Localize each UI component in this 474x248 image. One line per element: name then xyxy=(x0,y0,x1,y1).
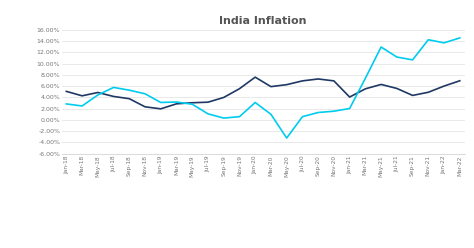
India CPI xyxy=(237,87,242,90)
India WPI xyxy=(410,58,415,61)
India WPI xyxy=(394,56,400,59)
India WPI xyxy=(190,103,195,106)
India CPI xyxy=(221,96,227,99)
India WPI xyxy=(378,46,384,49)
Title: India Inflation: India Inflation xyxy=(219,16,307,26)
India CPI xyxy=(64,90,69,93)
India CPI xyxy=(300,79,305,82)
India WPI xyxy=(64,102,69,105)
India CPI xyxy=(173,102,179,105)
India WPI xyxy=(315,111,321,114)
India CPI xyxy=(111,95,117,98)
India WPI xyxy=(426,38,431,41)
India WPI xyxy=(300,115,305,118)
India WPI xyxy=(221,117,227,120)
India WPI xyxy=(268,113,274,116)
India WPI xyxy=(284,137,290,140)
Line: India WPI: India WPI xyxy=(66,38,460,138)
India WPI xyxy=(331,110,337,113)
India WPI xyxy=(441,41,447,44)
India CPI xyxy=(410,94,415,97)
Line: India CPI: India CPI xyxy=(66,77,460,109)
India WPI xyxy=(173,100,179,103)
India CPI xyxy=(205,101,211,104)
India CPI xyxy=(315,77,321,80)
India CPI xyxy=(331,79,337,82)
India WPI xyxy=(158,101,164,104)
India WPI xyxy=(205,112,211,115)
India CPI xyxy=(79,94,85,97)
India CPI xyxy=(426,91,431,94)
India CPI xyxy=(284,83,290,86)
India CPI xyxy=(347,95,353,98)
India WPI xyxy=(127,89,132,92)
India WPI xyxy=(252,101,258,104)
India WPI xyxy=(79,104,85,107)
India WPI xyxy=(142,92,148,95)
India CPI xyxy=(363,87,368,90)
India CPI xyxy=(158,107,164,110)
India CPI xyxy=(127,97,132,100)
India CPI xyxy=(378,83,384,86)
India CPI xyxy=(142,105,148,108)
India WPI xyxy=(237,115,242,118)
India CPI xyxy=(268,85,274,88)
India CPI xyxy=(457,79,463,82)
India WPI xyxy=(363,77,368,80)
India WPI xyxy=(347,107,353,110)
India CPI xyxy=(95,91,100,94)
India WPI xyxy=(111,86,117,89)
India CPI xyxy=(252,76,258,79)
India WPI xyxy=(457,36,463,39)
India CPI xyxy=(190,101,195,104)
India CPI xyxy=(441,85,447,88)
India WPI xyxy=(95,93,100,96)
India CPI xyxy=(394,87,400,90)
